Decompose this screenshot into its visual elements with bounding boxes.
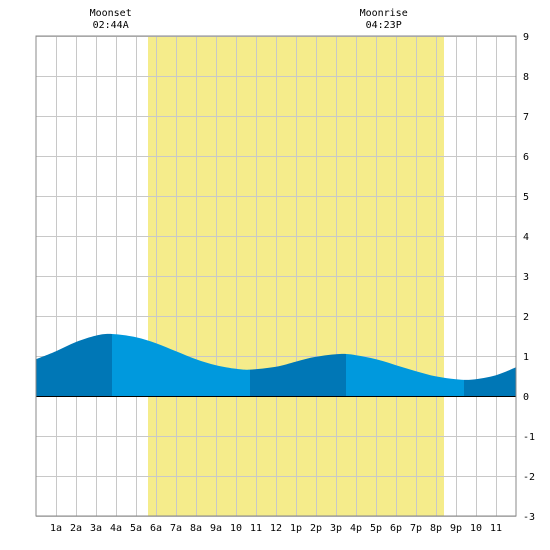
y-tick-label: -2 — [523, 472, 535, 483]
y-tick-label: 3 — [523, 272, 529, 283]
moon-event-label: Moonrise — [360, 8, 408, 19]
y-tick-label: 0 — [523, 392, 529, 403]
x-tick-label: 7a — [170, 523, 182, 534]
y-tick-label: 7 — [523, 112, 529, 123]
x-tick-label: 10 — [470, 523, 482, 534]
y-tick-label: 8 — [523, 72, 529, 83]
x-tick-label: 5p — [370, 523, 382, 534]
x-tick-label: 2a — [70, 523, 82, 534]
x-tick-label: 9p — [450, 523, 462, 534]
y-tick-label: 5 — [523, 192, 529, 203]
x-tick-label: 1a — [50, 523, 62, 534]
y-tick-label: 9 — [523, 32, 529, 43]
x-tick-label: 2p — [310, 523, 322, 534]
y-tick-label: 6 — [523, 152, 529, 163]
x-tick-label: 8p — [430, 523, 442, 534]
x-tick-label: 5a — [130, 523, 142, 534]
x-tick-label: 4p — [350, 523, 362, 534]
x-tick-label: 1p — [290, 523, 302, 534]
y-tick-label: 4 — [523, 232, 529, 243]
y-tick-label: 2 — [523, 312, 529, 323]
plot-frame — [35, 35, 517, 517]
moon-event-time: 02:44A — [93, 20, 129, 31]
x-tick-label: 3p — [330, 523, 342, 534]
x-tick-label: 8a — [190, 523, 202, 534]
y-tick-label: 1 — [523, 352, 529, 363]
x-tick-label: 11 — [490, 523, 502, 534]
x-tick-label: 6a — [150, 523, 162, 534]
moon-event-label: Moonset — [90, 8, 132, 19]
x-tick-label: 4a — [110, 523, 122, 534]
x-tick-label: 7p — [410, 523, 422, 534]
x-tick-label: 3a — [90, 523, 102, 534]
y-tick-label: -1 — [523, 432, 535, 443]
x-tick-label: 11 — [250, 523, 262, 534]
x-tick-label: 12 — [270, 523, 282, 534]
y-tick-label: -3 — [523, 512, 535, 523]
x-tick-label: 10 — [230, 523, 242, 534]
x-tick-label: 9a — [210, 523, 222, 534]
moon-event-time: 04:23P — [366, 20, 402, 31]
x-tick-label: 6p — [390, 523, 402, 534]
